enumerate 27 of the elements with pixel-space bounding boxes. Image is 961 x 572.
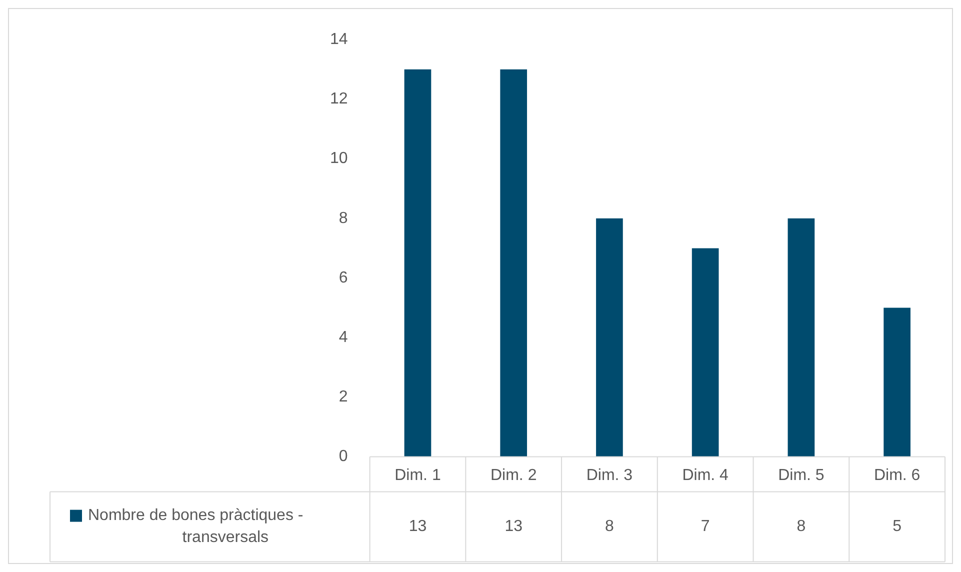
bar [404,69,432,457]
bar [788,218,815,457]
x-tick-label: Dim. 4 [682,466,729,484]
y-tick-label: 10 [330,150,348,168]
y-tick-label: 4 [338,329,348,346]
y-tick-label: 12 [330,90,348,108]
data-label: 8 [796,518,806,536]
data-label: 13 [408,518,427,536]
data-label: 7 [700,518,710,536]
data-label: 13 [504,518,523,536]
y-tick-label: 14 [330,31,348,48]
bar [500,69,528,457]
y-tick-label: 2 [338,388,348,406]
y-tick-label: 8 [338,210,348,227]
x-tick-label: Dim. 1 [394,466,441,484]
data-label: 8 [605,518,614,536]
bar [884,308,910,457]
x-tick-label: Dim. 3 [586,466,633,484]
bar [596,218,623,457]
y-tick-label: 0 [338,448,348,466]
x-tick-label: Dim. 6 [874,466,920,484]
bar [692,248,719,457]
legend-label: Nombre de bones pràctiques - transversals [88,507,304,546]
y-tick-label: 6 [338,269,348,286]
x-tick-label: Dim. 5 [778,466,824,484]
x-tick-label: Dim. 2 [490,466,537,484]
data-label: 5 [892,518,902,536]
